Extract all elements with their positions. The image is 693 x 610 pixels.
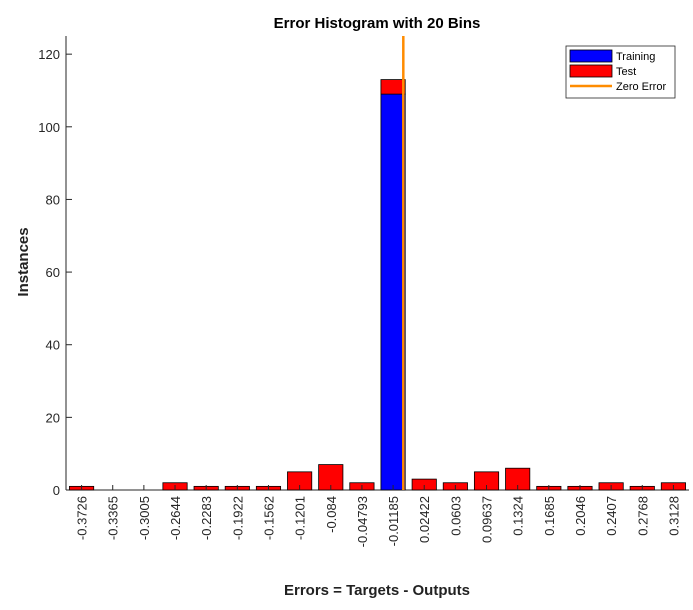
x-tick-label: -0.1562	[261, 496, 276, 540]
y-axis-label: Instances	[15, 227, 32, 296]
x-tick-label: -0.1201	[293, 496, 308, 540]
x-tick-label: -0.1922	[230, 496, 245, 540]
x-tick-label: -0.3365	[106, 496, 121, 540]
x-tick-label: 0.2407	[604, 496, 619, 536]
legend-test-swatch	[569, 64, 613, 78]
chart-title: Error Histogram with 20 Bins	[274, 15, 481, 32]
x-tick-label: -0.2644	[168, 496, 183, 540]
x-tick-label: -0.3726	[75, 496, 90, 540]
x-tick-label: 0.09637	[480, 496, 495, 543]
y-tick-label: 0	[53, 483, 60, 498]
x-tick-label: 0.2046	[573, 496, 588, 536]
x-axis-label: Errors = Targets - Outputs	[284, 582, 470, 599]
plot-area: 0 20 40 60 80 100 120 -0.3726 -0.3365 -0.3005 -0.2…	[38, 36, 689, 547]
legend-training-swatch	[569, 49, 613, 63]
x-tick-label: -0.01185	[386, 496, 401, 546]
x-tick-label: -0.084	[324, 496, 339, 533]
y-tick-label: 80	[46, 192, 60, 207]
legend-test-label: Test	[616, 66, 636, 78]
x-tick-label: 0.1324	[511, 496, 526, 536]
x-tick-label: -0.04793	[355, 496, 370, 547]
x-tick-label: -0.2283	[199, 496, 214, 540]
x-tick-label: -0.3005	[137, 496, 152, 540]
x-tick-label: 0.2768	[635, 496, 650, 536]
y-tick-label: 100	[38, 120, 60, 135]
x-tick-label: 0.1685	[542, 496, 557, 536]
y-tick-label: 20	[46, 410, 60, 425]
legend-zero-error-label: Zero Error	[616, 81, 666, 93]
x-tick-label: 0.02422	[417, 496, 432, 543]
legend: Training Test Zero Error	[565, 45, 676, 99]
y-tick-label: 40	[46, 338, 60, 353]
bar-test	[380, 79, 406, 95]
y-tick-label: 120	[38, 47, 60, 62]
y-tick-label: 60	[46, 265, 60, 280]
bar-training	[380, 93, 406, 491]
x-tick-label: 0.0603	[448, 496, 463, 536]
legend-training-label: Training	[616, 51, 655, 63]
x-tick-label: 0.3128	[666, 496, 681, 536]
